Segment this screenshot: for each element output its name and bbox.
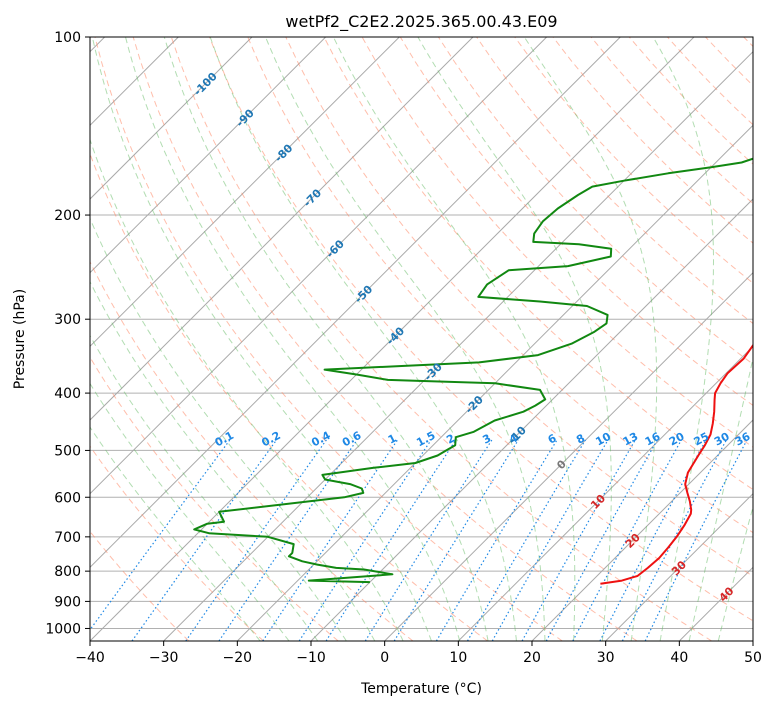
y-tick-label: 800 xyxy=(54,564,81,580)
y-tick-label: 900 xyxy=(54,594,81,610)
y-tick-label: 300 xyxy=(54,312,81,328)
mixing-ratio-label: 30 xyxy=(712,430,732,449)
x-tick-label: −10 xyxy=(296,650,326,666)
x-tick-label: −30 xyxy=(149,650,179,666)
x-tick-label: 0 xyxy=(380,650,389,666)
x-axis: −40 −30 −20 −10 0 10 20 30 40 50 xyxy=(75,641,762,666)
isotherm-line xyxy=(90,37,695,641)
plot-frame xyxy=(89,36,754,642)
mixing-ratio-line xyxy=(325,439,457,641)
isotherm-line xyxy=(457,345,753,641)
isotherm-line xyxy=(531,419,753,641)
moist-adiabat-line xyxy=(332,37,576,641)
x-tick-label: 20 xyxy=(523,650,541,666)
moist-adiabat-line xyxy=(652,37,714,641)
x-axis-title: Temperature (°C) xyxy=(360,681,482,697)
dry-adiabat-line xyxy=(514,37,753,284)
mixing-ratio-label: 16 xyxy=(643,430,663,449)
x-tick-label: −40 xyxy=(75,650,105,666)
moist-adiabat-line xyxy=(90,217,376,641)
dry-adiabat-line xyxy=(170,37,712,641)
y-tick-label: 200 xyxy=(54,208,81,224)
isotherm-line xyxy=(163,50,753,641)
y-axis-title: Pressure (hPa) xyxy=(12,289,28,389)
dry-adiabat-line xyxy=(209,37,753,622)
mixing-ratio-label: 25 xyxy=(692,430,712,449)
mixing-ratio-line xyxy=(545,439,658,641)
moist-adiabat-line xyxy=(417,37,612,641)
mixing-ratio-line xyxy=(298,439,432,641)
y-tick-label: 400 xyxy=(54,386,81,402)
isotherm-line xyxy=(236,124,753,641)
mixing-ratio-line xyxy=(644,439,748,641)
mixing-ratio-line xyxy=(435,439,558,641)
moist-adiabat-line xyxy=(90,138,404,641)
y-tick-label: 1000 xyxy=(45,621,81,637)
mixing-ratio-line xyxy=(185,439,327,641)
moist-adiabat-line xyxy=(90,280,347,641)
dry-adiabat-line xyxy=(90,356,339,641)
dry-adiabat-line xyxy=(247,37,753,577)
moist-adiabat-line xyxy=(717,505,753,641)
isotherm-line xyxy=(605,492,753,641)
dry-adiabat-line xyxy=(90,260,414,641)
mixing-ratio-label: 20 xyxy=(667,430,687,449)
y-tick-label: 600 xyxy=(54,490,81,506)
mixing-ratio-label: 10 xyxy=(593,430,613,449)
dry-adiabat-line xyxy=(90,445,264,641)
mixing-ratio-line xyxy=(90,439,231,631)
moist-adiabat-line xyxy=(688,355,753,641)
moist-adiabat-line xyxy=(90,426,261,641)
isotherm-line xyxy=(90,37,253,200)
moist-adiabat-line xyxy=(91,37,432,641)
mixing-ratio-line xyxy=(262,439,399,641)
moist-adiabat-line xyxy=(125,37,461,641)
isotherm-line xyxy=(90,37,400,348)
isotherm-line xyxy=(90,37,474,421)
dry-adiabat-line xyxy=(476,37,753,325)
x-tick-label: 50 xyxy=(744,650,762,666)
isotherm-line xyxy=(384,271,753,641)
isotherm-line xyxy=(90,37,548,495)
y-tick-label: 100 xyxy=(54,30,81,46)
moist-adiabat-line xyxy=(90,382,290,641)
moist-adiabat-line xyxy=(265,37,546,641)
x-tick-label: 30 xyxy=(597,650,615,666)
moist-adiabat-line xyxy=(163,37,489,641)
plot-background xyxy=(90,37,753,641)
temperature-profile-line xyxy=(600,343,753,585)
isotherm-line xyxy=(90,37,621,569)
mixing-ratio-line xyxy=(393,439,519,641)
mixing-ratio-line xyxy=(466,439,587,641)
x-tick-label: 40 xyxy=(670,650,688,666)
dry-adiabat-line xyxy=(94,37,563,641)
moist-adiabat-line xyxy=(90,334,319,641)
mixing-ratio-label: 36 xyxy=(733,430,753,449)
mixing-ratio-line xyxy=(364,439,493,641)
profile-lines xyxy=(193,157,753,585)
y-axis: 100 200 300 400 500 600 700 800 900 1000 xyxy=(45,30,90,637)
chart-title: wetPf2_C2E2.2025.365.00.43.E09 xyxy=(285,12,557,32)
mixing-ratio-line xyxy=(521,439,636,641)
dewpoint-profile-line xyxy=(193,157,753,584)
moist-adiabat-line xyxy=(523,37,658,641)
x-tick-label: 10 xyxy=(449,650,467,666)
dry-adiabat-line xyxy=(323,37,753,491)
mixing-ratio-line xyxy=(218,439,358,641)
y-tick-label: 700 xyxy=(54,530,81,546)
mixing-ratio-label: 13 xyxy=(621,430,641,449)
y-tick-label: 500 xyxy=(54,443,81,459)
x-tick-label: −20 xyxy=(223,650,253,666)
isotherm-line xyxy=(90,37,327,274)
moist-adiabat-line xyxy=(209,37,517,641)
mixing-ratio-line xyxy=(491,439,609,641)
